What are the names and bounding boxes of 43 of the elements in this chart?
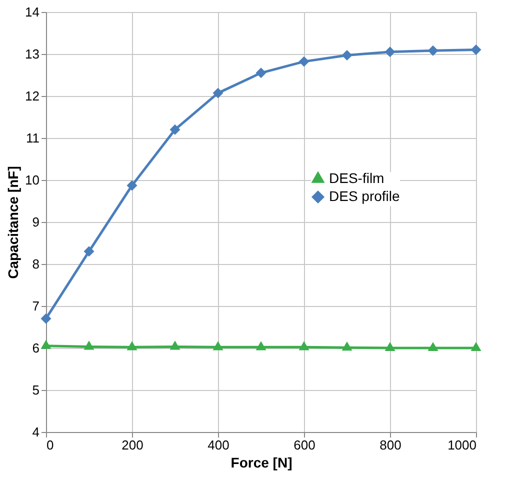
- point: [384, 46, 396, 58]
- point: [126, 180, 138, 191]
- point: [212, 88, 224, 98]
- point: [470, 342, 482, 352]
- point: [256, 341, 266, 350]
- y-tick-label: 9: [32, 214, 40, 230]
- y-tick-label: 7: [32, 298, 40, 314]
- y-tick-label: 6: [32, 340, 40, 356]
- x-tick-label: 200: [122, 438, 144, 452]
- point: [126, 341, 138, 350]
- x-tick-label: 600: [294, 438, 316, 452]
- point: [84, 340, 94, 350]
- y-tick-label: 14: [25, 4, 40, 20]
- point: [428, 45, 438, 56]
- point: [84, 246, 94, 257]
- x-tick-label: 1000: [448, 438, 476, 452]
- point: [342, 50, 352, 61]
- point: [298, 341, 310, 350]
- point: [298, 56, 310, 67]
- point: [212, 341, 224, 350]
- y-tick-label: 8: [32, 256, 40, 272]
- point: [40, 313, 52, 324]
- point: [470, 44, 482, 56]
- y-tick-label: 12: [25, 88, 40, 104]
- y-tick-label: 10: [25, 172, 40, 188]
- point: [170, 124, 180, 135]
- point: [40, 340, 52, 349]
- x-tick-label: 0: [46, 438, 54, 452]
- point: [256, 68, 266, 78]
- point: [342, 342, 352, 351]
- legend-label: DES profile: [329, 188, 400, 204]
- y-tick-label: 11: [26, 130, 40, 146]
- x-axis-title: Force [N]: [230, 454, 292, 470]
- legend-label: DES-film: [329, 170, 384, 186]
- x-tick-label: 400: [208, 438, 230, 452]
- x-tick-label: 800: [380, 438, 402, 452]
- y-tick-label: 13: [25, 46, 40, 62]
- point: [428, 342, 438, 352]
- point: [384, 342, 396, 352]
- y-axis-title: Capacitance [nF]: [5, 166, 22, 279]
- point: [170, 340, 180, 350]
- y-tick-label: 5: [32, 382, 40, 398]
- y-tick-label: 4: [32, 424, 40, 440]
